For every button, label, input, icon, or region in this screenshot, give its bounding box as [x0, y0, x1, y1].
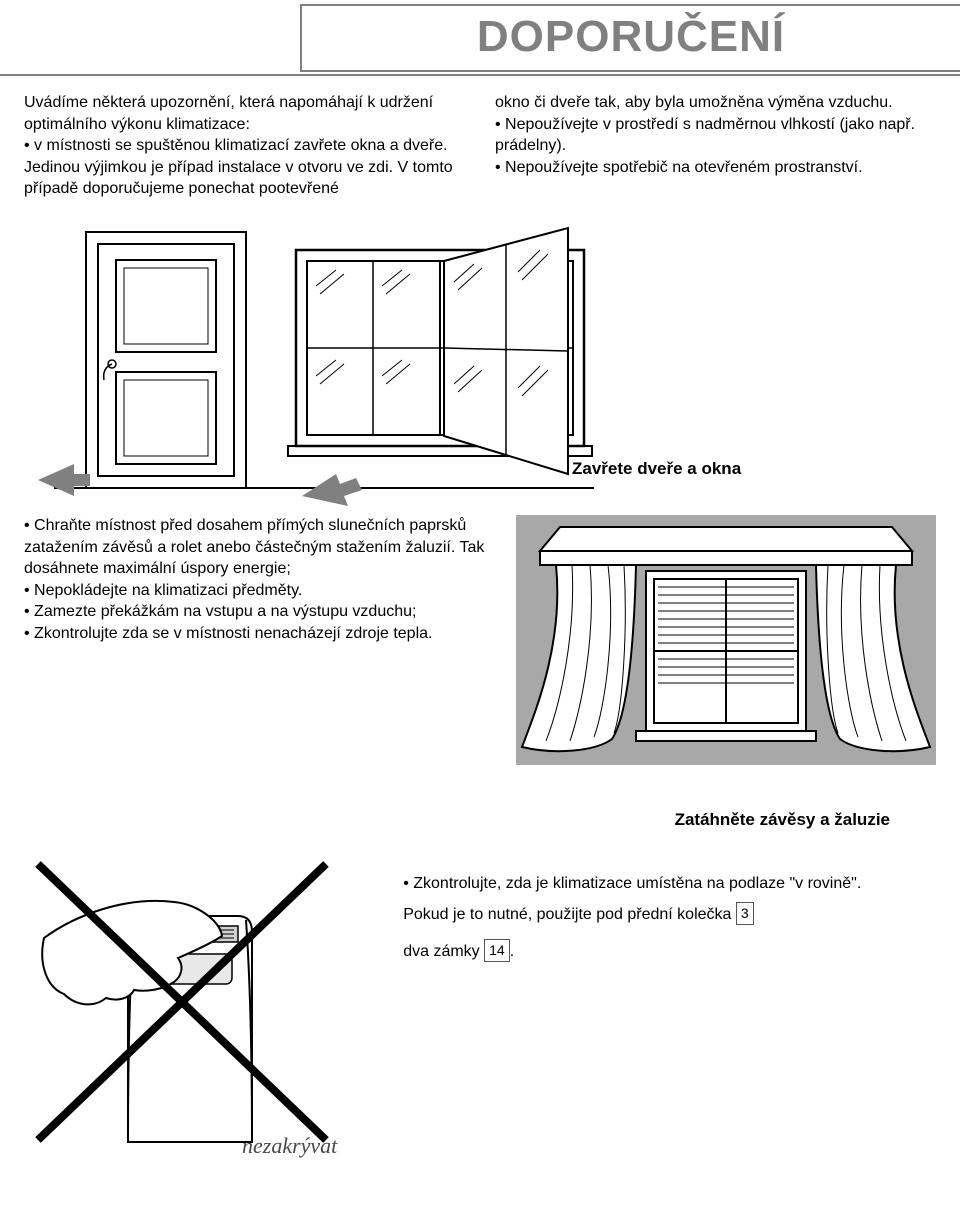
- page-title: DOPORUČENÍ: [302, 12, 960, 62]
- nezakryvat-label: nezakrývat: [242, 1133, 379, 1159]
- door-window-figure: [24, 216, 936, 521]
- right-column: okno či dveře tak, aby byla umožněna vým…: [495, 92, 936, 200]
- section-do-not-cover: nezakrývat • Zkontrolujte, zda je klimat…: [0, 830, 960, 1183]
- left-column: Uvádíme některá upozornění, která napomá…: [24, 92, 465, 200]
- line3: dva zámky 14.: [403, 939, 936, 964]
- horizontal-rule: [0, 74, 960, 76]
- section-protect: • Chraňte místnost před dosahem přímých …: [0, 479, 960, 800]
- protect-text: • Chraňte místnost před dosahem přímých …: [24, 515, 492, 800]
- line1: • Zkontrolujte, zda je klimatizace umíst…: [403, 872, 936, 896]
- intro-columns: Uvádíme některá upozornění, která napomá…: [0, 92, 960, 200]
- ac-unit-figure: nezakrývat: [24, 842, 379, 1159]
- box-14: 14: [484, 939, 510, 962]
- curtain-figure: [516, 515, 936, 800]
- title-bar: DOPORUČENÍ: [300, 4, 960, 72]
- line2: Pokud je to nutné, použijte pod přední k…: [403, 902, 936, 927]
- caption-curtains: Zatáhněte závěsy a žaluzie: [0, 800, 960, 830]
- floor-level-text: • Zkontrolujte, zda je klimatizace umíst…: [403, 842, 936, 964]
- box-3: 3: [736, 902, 754, 925]
